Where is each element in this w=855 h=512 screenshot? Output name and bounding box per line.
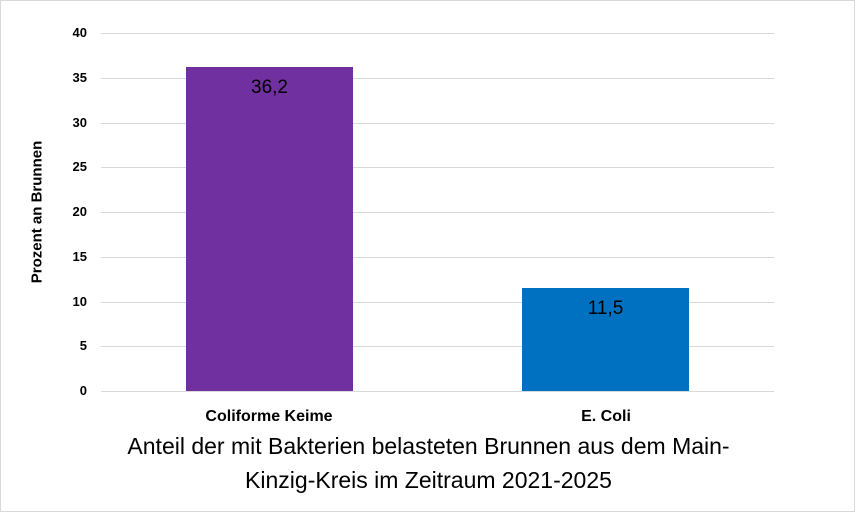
x-category-label: E. Coli <box>581 408 631 425</box>
y-tick-label: 30 <box>72 115 87 130</box>
y-tick-label: 15 <box>72 249 87 264</box>
chart-title: Anteil der mit Bakterien belasteten Brun… <box>61 429 796 497</box>
bar-e-coli: 11,5 <box>522 288 689 391</box>
gridline <box>101 257 774 258</box>
gridline <box>101 346 774 347</box>
y-tick-label: 20 <box>72 204 87 219</box>
gridline <box>101 123 774 124</box>
gridline <box>101 78 774 79</box>
chart-title-line-1: Anteil der mit Bakterien belasteten Brun… <box>127 433 730 459</box>
gridline <box>101 302 774 303</box>
y-tick-label: 35 <box>72 70 87 85</box>
bar-coliforme-keime: 36,2 <box>186 67 353 391</box>
gridline <box>101 167 774 168</box>
y-axis-label: Prozent an Brunnen <box>28 140 46 284</box>
y-tick-label: 5 <box>79 338 87 353</box>
y-tick-label: 25 <box>72 159 87 174</box>
gridline <box>101 391 774 392</box>
y-tick-label: 10 <box>72 294 87 309</box>
gridline <box>101 33 774 34</box>
y-tick-label: 0 <box>79 383 87 398</box>
gridline <box>101 212 774 213</box>
x-category-label: Coliforme Keime <box>205 408 333 425</box>
bar-value-label: 11,5 <box>587 298 624 319</box>
chart-title-line-2: Kinzig-Kreis im Zeitraum 2021-2025 <box>245 467 612 493</box>
bar-value-label: 36,2 <box>251 77 288 98</box>
y-tick-label: 40 <box>72 25 87 40</box>
